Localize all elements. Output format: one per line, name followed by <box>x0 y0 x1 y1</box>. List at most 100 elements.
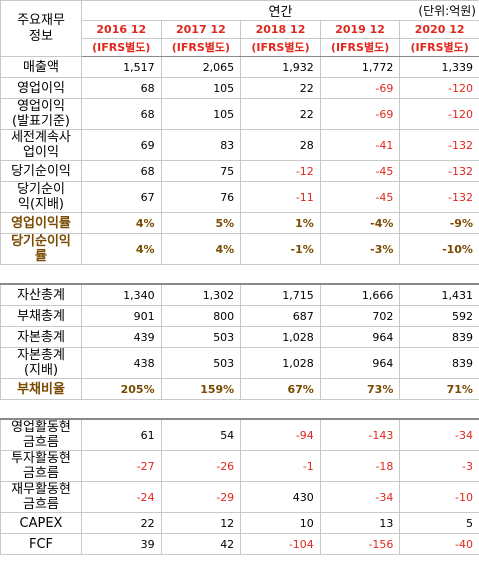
row-label: 당기순이익 률 <box>0 233 82 265</box>
value-cell: 54 <box>160 418 242 451</box>
value-cell: 68 <box>81 160 162 182</box>
value-cell: -10 <box>399 481 479 513</box>
row-label: 영업이익 <box>0 77 82 99</box>
row-label: 재무활동현 금흐름 <box>0 481 82 513</box>
row-debt-ratio: 부채비율 205% 159% 67% 73% 71% <box>0 378 479 400</box>
value-cell: -18 <box>319 450 401 482</box>
value-cell: 1,339 <box>399 56 479 78</box>
value-cell: 42 <box>160 533 242 555</box>
row-label: 세전계속사 업이익 <box>0 129 82 161</box>
row-investing-cash-flow: 투자활동현 금흐름 -27 -26 -1 -18 -3 <box>0 450 479 482</box>
value-cell: 1,715 <box>240 283 321 306</box>
value-cell: 687 <box>240 305 321 327</box>
value-cell: 839 <box>399 347 479 379</box>
row-operating-profit-reported: 영업이익 (발표기준) 68 105 22 -69 -120 <box>0 98 479 130</box>
value-cell: -132 <box>399 129 479 161</box>
value-cell: 1,517 <box>81 56 162 78</box>
value-cell: 1,028 <box>240 326 321 348</box>
row-pretax-income: 세전계속사 업이익 69 83 28 -41 -132 <box>0 129 479 161</box>
gap-cell <box>320 264 400 285</box>
value-cell: 83 <box>160 129 242 161</box>
row-label: 자본총계 (지배) <box>0 347 82 379</box>
value-cell: -11 <box>240 181 321 213</box>
row-operating-cash-flow: 영업활동현 금흐름 61 54 -94 -143 -34 <box>0 418 479 451</box>
gap-cell <box>240 399 321 420</box>
value-cell: -27 <box>81 450 162 482</box>
value-cell: 438 <box>81 347 162 379</box>
value-cell: 1,772 <box>319 56 401 78</box>
value-cell: -94 <box>240 418 321 451</box>
row-operating-profit: 영업이익 68 105 22 -69 -120 <box>0 77 479 99</box>
value-cell: -45 <box>319 181 401 213</box>
value-cell: 69 <box>81 129 162 161</box>
row-label: CAPEX <box>0 512 82 534</box>
section-gap <box>0 399 479 420</box>
value-cell: 964 <box>319 347 401 379</box>
value-cell: -120 <box>399 98 479 130</box>
gap-cell <box>81 399 162 420</box>
value-cell: -104 <box>240 533 321 555</box>
basis-header: (IFRS별도) <box>319 38 401 57</box>
row-total-liabilities: 부채총계 901 800 687 702 592 <box>0 305 479 327</box>
row-label: 자본총계 <box>0 326 82 348</box>
row-total-equity: 자본총계 439 503 1,028 964 839 <box>0 326 479 348</box>
corner-label: 주요재무 정보 <box>0 0 82 57</box>
row-operating-margin: 영업이익률 4% 5% 1% -4% -9% <box>0 212 479 234</box>
value-cell: 12 <box>160 512 242 534</box>
value-cell: -69 <box>319 98 401 130</box>
year-header: 2019 12 <box>319 20 401 39</box>
value-cell: 901 <box>81 305 162 327</box>
basis-header: (IFRS별도) <box>399 38 479 57</box>
unit-label: (단위:억원) <box>399 0 479 21</box>
value-cell: 503 <box>160 347 242 379</box>
year-header: 2016 12 <box>81 20 162 39</box>
value-cell: 28 <box>240 129 321 161</box>
value-cell: -34 <box>399 418 479 451</box>
row-label: 당기순이익 <box>0 160 82 182</box>
row-label: 영업이익률 <box>0 212 82 234</box>
gap-cell <box>240 264 321 285</box>
year-header: 2020 12 <box>399 20 479 39</box>
value-cell: -24 <box>81 481 162 513</box>
value-cell: 592 <box>399 305 479 327</box>
value-cell: 105 <box>160 98 242 130</box>
value-cell: -29 <box>160 481 242 513</box>
value-cell: 702 <box>319 305 401 327</box>
value-cell: -12 <box>240 160 321 182</box>
value-cell: 503 <box>160 326 242 348</box>
row-fcf: FCF 39 42 -104 -156 -40 <box>0 533 479 555</box>
value-cell: 105 <box>160 77 242 99</box>
value-cell: 68 <box>81 98 162 130</box>
value-cell: -69 <box>319 77 401 99</box>
value-cell: 13 <box>319 512 401 534</box>
basis-header: (IFRS별도) <box>160 38 242 57</box>
value-cell: -41 <box>319 129 401 161</box>
gap-cell <box>0 264 82 285</box>
year-header: 2018 12 <box>240 20 321 39</box>
value-cell: 1,932 <box>240 56 321 78</box>
row-revenue: 매출액 1,517 2,065 1,932 1,772 1,339 <box>0 56 479 78</box>
value-cell: 10 <box>240 512 321 534</box>
row-label: FCF <box>0 533 82 555</box>
value-cell: 67 <box>81 181 162 213</box>
gap-cell <box>81 264 162 285</box>
value-cell: 71% <box>399 378 479 400</box>
value-cell: 1,302 <box>160 283 242 306</box>
value-cell: 68 <box>81 77 162 99</box>
row-label: 매출액 <box>0 56 82 78</box>
gap-cell <box>399 399 479 420</box>
value-cell: 205% <box>81 378 162 400</box>
row-financing-cash-flow: 재무활동현 금흐름 -24 -29 430 -34 -10 <box>0 481 479 513</box>
value-cell: 73% <box>319 378 401 400</box>
value-cell: 76 <box>160 181 242 213</box>
section-gap <box>0 264 479 285</box>
gap-cell <box>161 399 241 420</box>
value-cell: -4% <box>319 212 401 234</box>
value-cell: 22 <box>81 512 162 534</box>
gap-cell <box>399 264 479 285</box>
row-label: 투자활동현 금흐름 <box>0 450 82 482</box>
value-cell: 22 <box>240 98 321 130</box>
row-label: 영업이익 (발표기준) <box>0 98 82 130</box>
value-cell: -10% <box>399 233 479 265</box>
